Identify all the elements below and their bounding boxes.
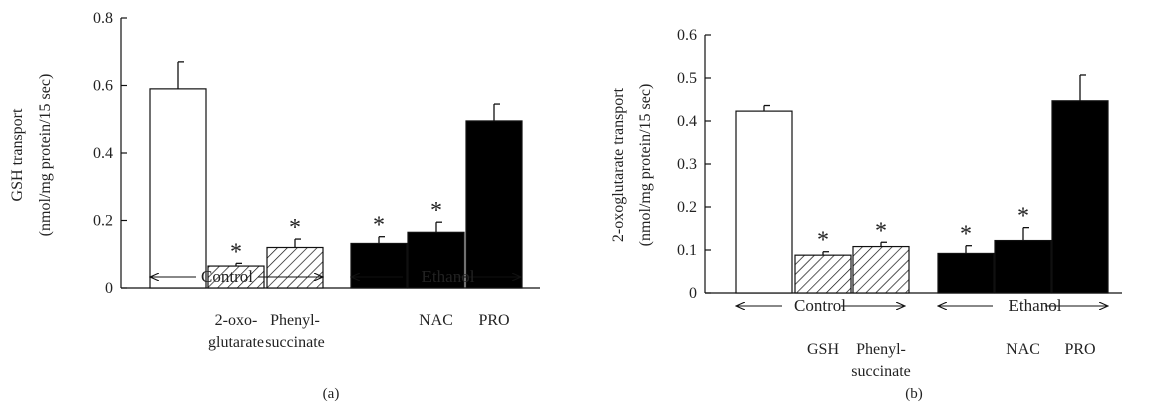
bar	[465, 120, 523, 289]
bar	[994, 239, 1052, 294]
y-tick-label: 0.3	[677, 156, 697, 173]
panel-label: (a)	[323, 386, 340, 402]
bar	[407, 231, 465, 289]
bar	[266, 246, 324, 289]
significance-star: *	[430, 198, 442, 224]
y-axis-label: GSH transport	[9, 108, 26, 201]
bar	[794, 254, 852, 294]
significance-star: *	[373, 213, 385, 239]
y-axis-label: (nmol/mg protein/15 sec)	[37, 74, 54, 237]
chart-panel-b: 0 0.1 0.2 0.3 0.4 0.5 0.6 2-oxoglutarate transp…	[610, 27, 1122, 402]
y-tick-label: 0	[689, 285, 697, 302]
group-label: Ethanol	[422, 267, 475, 286]
significance-star: *	[1017, 204, 1029, 230]
group-label: Ethanol	[1009, 296, 1062, 315]
bar	[937, 252, 995, 294]
significance-star: *	[875, 218, 887, 244]
x-category-label: PRO	[1064, 341, 1095, 358]
y-tick-label: 0.1	[677, 242, 697, 259]
x-category-label: succinate	[851, 363, 911, 380]
y-tick-label: 0.5	[677, 70, 697, 87]
y-tick-label: 0.8	[93, 10, 113, 27]
y-tick-label: 0.4	[677, 113, 697, 130]
bar	[350, 242, 408, 289]
significance-star: *	[289, 215, 301, 241]
significance-star: *	[960, 222, 972, 248]
chart-panel-a: 0 0.2 0.4 0.6 0.8 GSH transport (nmol/mg prote…	[9, 10, 540, 402]
x-category-label: NAC	[1006, 341, 1040, 358]
x-category-label: Phenyl-	[856, 341, 906, 358]
bar	[852, 245, 910, 294]
y-tick-label: 0	[105, 280, 113, 297]
bar	[1051, 100, 1109, 294]
bar	[735, 110, 793, 294]
y-tick-label: 0.6	[93, 78, 113, 95]
group-label: Control	[201, 267, 253, 286]
group-label: Control	[794, 296, 846, 315]
panel-label: (b)	[905, 386, 923, 402]
x-category-label: Phenyl-	[270, 312, 320, 329]
x-category-label: NAC	[419, 312, 453, 329]
x-category-label: PRO	[478, 312, 509, 329]
significance-star: *	[817, 228, 829, 254]
y-tick-label: 0.2	[93, 213, 113, 230]
x-category-label: glutarate	[208, 334, 264, 351]
y-tick-label: 0.2	[677, 199, 697, 216]
significance-star: *	[230, 239, 242, 265]
y-tick-label: 0.6	[677, 27, 697, 44]
x-category-label: succinate	[265, 334, 325, 351]
y-axis-label: (nmol/mg protein/15 sec)	[637, 84, 654, 247]
x-category-label: 2-oxo-	[215, 312, 258, 329]
y-axis-label: 2-oxoglutarate transport	[610, 87, 627, 242]
bar	[149, 88, 207, 289]
y-tick-label: 0.4	[93, 145, 113, 162]
x-category-label: GSH	[807, 341, 839, 358]
